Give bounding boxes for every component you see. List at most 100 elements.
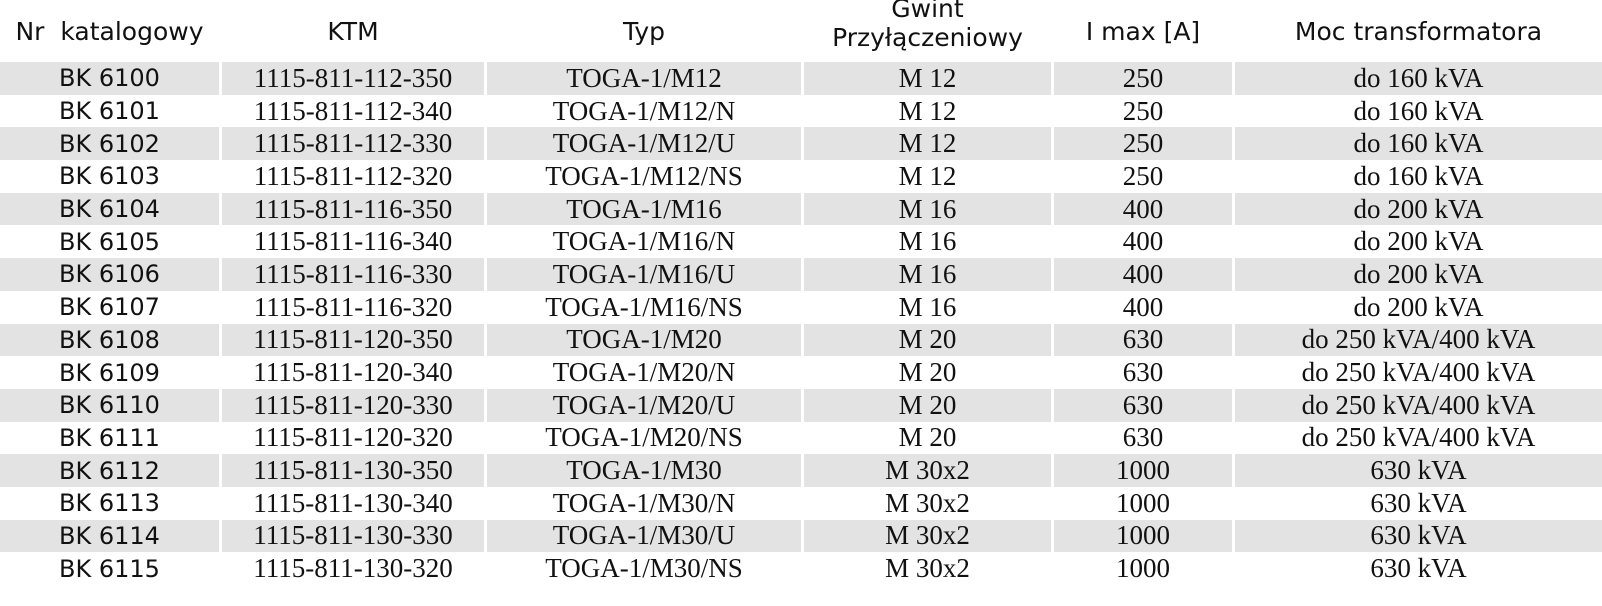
- cell-gwint: M 30x2: [804, 519, 1051, 553]
- cell-imax: 630: [1054, 388, 1232, 422]
- cell-nr-katalogowy: BK 6115: [59, 554, 160, 583]
- cell-typ: TOGA-1/M30/U: [487, 519, 801, 553]
- table-row: BK 6103 1115-811-112-320 TOGA-1/M12/NS M 12…: [0, 160, 1602, 193]
- cell-nr-katalogowy: BK 6105: [59, 227, 160, 256]
- cell-typ: TOGA-1/M12/U: [487, 127, 801, 161]
- header-imax-label: I max [A]: [1085, 16, 1201, 46]
- cell-ktm: 1115-811-112-330: [222, 127, 484, 161]
- cell-ktm: 1115-811-116-320: [253, 291, 453, 322]
- table-row: BK 6108 1115-811-120-350 TOGA-1/M20 M 20 630…: [0, 323, 1602, 357]
- header-gwint-line2: Przyłączeniowy: [832, 23, 1023, 52]
- cell-gwint: M 16: [898, 226, 957, 257]
- cell-gwint: M 12: [898, 95, 957, 126]
- header-gwint: Gwint Przyłączeniowy: [804, 0, 1051, 62]
- cell-moc: 630 kVA: [1370, 553, 1467, 584]
- cell-gwint: M 12: [804, 62, 1051, 95]
- cell-moc: do 250 kVA/400 kVA: [1301, 357, 1536, 388]
- cell-gwint: M 12: [898, 160, 957, 191]
- cell-ktm: 1115-811-120-340: [253, 357, 453, 388]
- table-row: BK 6107 1115-811-116-320 TOGA-1/M16/NS M 16…: [0, 291, 1602, 324]
- cell-typ: TOGA-1/M12/NS: [545, 160, 743, 191]
- cell-imax: 630: [1122, 422, 1164, 453]
- header-nr-katalogowy-label: Nr katalogowy: [15, 16, 204, 46]
- table-row: BK 6109 1115-811-120-340 TOGA-1/M20/N M 20 6…: [0, 356, 1602, 389]
- cell-ktm: 1115-811-130-320: [253, 553, 453, 584]
- cell-imax: 250: [1054, 62, 1232, 95]
- table-row: BK 6104 1115-811-116-350 TOGA-1/M16 M 16 400…: [0, 192, 1602, 226]
- cell-nr-katalogowy: BK 6101: [59, 97, 160, 126]
- header-moc: Moc transformatora: [1235, 0, 1602, 62]
- cell-nr-katalogowy: BK 6112: [0, 454, 219, 487]
- header-nr-katalogowy: Nr katalogowy: [0, 0, 219, 62]
- cell-typ: TOGA-1/M30/NS: [545, 553, 743, 584]
- cell-typ: TOGA-1/M20/N: [552, 357, 736, 388]
- cell-gwint: M 20: [898, 422, 957, 453]
- cell-nr-katalogowy: BK 6106: [0, 258, 219, 291]
- cell-moc: 630 kVA: [1235, 519, 1602, 553]
- table-row: BK 6111 1115-811-120-320 TOGA-1/M20/NS M 20…: [0, 422, 1602, 455]
- cell-imax: 250: [1122, 160, 1164, 191]
- cell-imax: 630: [1122, 357, 1164, 388]
- table-row: BK 6100 1115-811-112-350 TOGA-1/M12 M 12 250…: [0, 62, 1602, 95]
- cell-ktm: 1115-811-130-340: [253, 487, 453, 518]
- product-table: Nr katalogowy KTM Typ Gwint Przyłączenio…: [0, 0, 1602, 583]
- table-row: BK 6110 1115-811-120-330 TOGA-1/M20/U M 20 6…: [0, 388, 1602, 422]
- cell-typ: TOGA-1/M30: [487, 454, 801, 487]
- header-moc-label: Moc transformatora: [1294, 16, 1543, 46]
- cell-typ: TOGA-1/M16/N: [552, 226, 736, 257]
- cell-imax: 400: [1122, 291, 1164, 322]
- cell-typ: TOGA-1/M12: [487, 62, 801, 95]
- cell-imax: 400: [1054, 192, 1232, 226]
- cell-gwint: M 16: [804, 192, 1051, 226]
- cell-imax: 1000: [1116, 553, 1170, 584]
- header-ktm: KTM: [222, 0, 484, 62]
- table-row: BK 6113 1115-811-130-340 TOGA-1/M30/N M 30x…: [0, 487, 1602, 520]
- cell-nr-katalogowy: BK 6107: [59, 293, 160, 322]
- cell-gwint: M 16: [804, 258, 1051, 291]
- cell-moc: do 250 kVA/400 kVA: [1301, 422, 1536, 453]
- table-row: BK 6105 1115-811-116-340 TOGA-1/M16/N M 16 4…: [0, 225, 1602, 258]
- cell-gwint: M 20: [804, 323, 1051, 357]
- cell-gwint: M 30x2: [885, 487, 970, 518]
- cell-ktm: 1115-811-112-350: [222, 62, 484, 95]
- cell-gwint: M 20: [898, 357, 957, 388]
- table-row: BK 6102 1115-811-112-330 TOGA-1/M12/U M 12 2…: [0, 127, 1602, 161]
- table-row: BK 6112 1115-811-130-350 TOGA-1/M30 M 30x2 1…: [0, 454, 1602, 487]
- cell-moc: 630 kVA: [1235, 454, 1602, 487]
- cell-ktm: 1115-811-120-320: [253, 422, 453, 453]
- table-row: BK 6101 1115-811-112-340 TOGA-1/M12/N M 12 2…: [0, 95, 1602, 128]
- header-gwint-line1: Gwint: [891, 0, 964, 23]
- cell-moc: do 200 kVA: [1235, 192, 1602, 226]
- cell-nr-katalogowy: BK 6113: [59, 489, 160, 518]
- cell-imax: 630: [1054, 323, 1232, 357]
- header-typ: Typ: [487, 0, 801, 62]
- cell-typ: TOGA-1/M12/N: [552, 95, 736, 126]
- table-row: BK 6115 1115-811-130-320 TOGA-1/M30/NS M 30…: [0, 552, 1602, 585]
- cell-gwint: M 30x2: [885, 553, 970, 584]
- cell-ktm: 1115-811-130-330: [222, 519, 484, 553]
- cell-nr-katalogowy: BK 6109: [59, 358, 160, 387]
- cell-typ: TOGA-1/M16: [487, 192, 801, 226]
- cell-nr-katalogowy: BK 6111: [59, 423, 160, 452]
- header-ktm-label: KTM: [327, 16, 379, 46]
- header-imax: I max [A]: [1054, 0, 1232, 62]
- cell-gwint: M 30x2: [804, 454, 1051, 487]
- cell-moc: 630 kVA: [1370, 487, 1467, 518]
- cell-typ: TOGA-1/M20/U: [487, 388, 801, 422]
- cell-gwint: M 12: [804, 127, 1051, 161]
- cell-moc: do 250 kVA/400 kVA: [1235, 323, 1602, 357]
- cell-imax: 1000: [1054, 454, 1232, 487]
- cell-ktm: 1115-811-112-340: [253, 95, 453, 126]
- cell-typ: TOGA-1/M16/U: [487, 258, 801, 291]
- cell-ktm: 1115-811-130-350: [222, 454, 484, 487]
- cell-ktm: 1115-811-112-320: [253, 160, 453, 191]
- cell-gwint: M 16: [898, 291, 957, 322]
- table-row: BK 6106 1115-811-116-330 TOGA-1/M16/U M 16 4…: [0, 258, 1602, 291]
- cell-moc: do 160 kVA: [1353, 95, 1484, 126]
- cell-typ: TOGA-1/M30/N: [552, 487, 736, 518]
- table-row: BK 6114 1115-811-130-330 TOGA-1/M30/U M 30x…: [0, 519, 1602, 553]
- cell-ktm: 1115-811-120-330: [222, 388, 484, 422]
- cell-gwint: M 20: [804, 388, 1051, 422]
- cell-nr-katalogowy: BK 6114: [0, 519, 219, 553]
- table-body: BK 6100 1115-811-112-350 TOGA-1/M12 M 12 250…: [0, 62, 1602, 585]
